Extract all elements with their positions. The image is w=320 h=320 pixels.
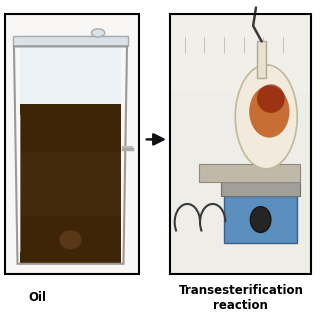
Bar xyxy=(4,14,139,274)
Bar xyxy=(171,14,311,274)
Bar xyxy=(171,14,311,92)
Bar xyxy=(224,196,297,243)
Bar xyxy=(20,35,121,104)
Bar xyxy=(16,115,20,252)
Bar xyxy=(199,164,300,182)
Bar xyxy=(4,14,139,274)
Bar xyxy=(20,152,121,216)
Text: Oil: Oil xyxy=(28,292,46,305)
Bar xyxy=(4,14,139,274)
Bar xyxy=(221,182,300,196)
Ellipse shape xyxy=(235,65,297,169)
Ellipse shape xyxy=(250,207,271,232)
Bar xyxy=(171,14,311,274)
Bar xyxy=(13,36,128,46)
Ellipse shape xyxy=(257,84,285,113)
Bar xyxy=(257,41,266,78)
Ellipse shape xyxy=(92,29,105,37)
Ellipse shape xyxy=(249,86,290,138)
Text: Transesterification
reaction: Transesterification reaction xyxy=(179,284,303,312)
Ellipse shape xyxy=(60,230,82,249)
Bar xyxy=(20,104,121,264)
